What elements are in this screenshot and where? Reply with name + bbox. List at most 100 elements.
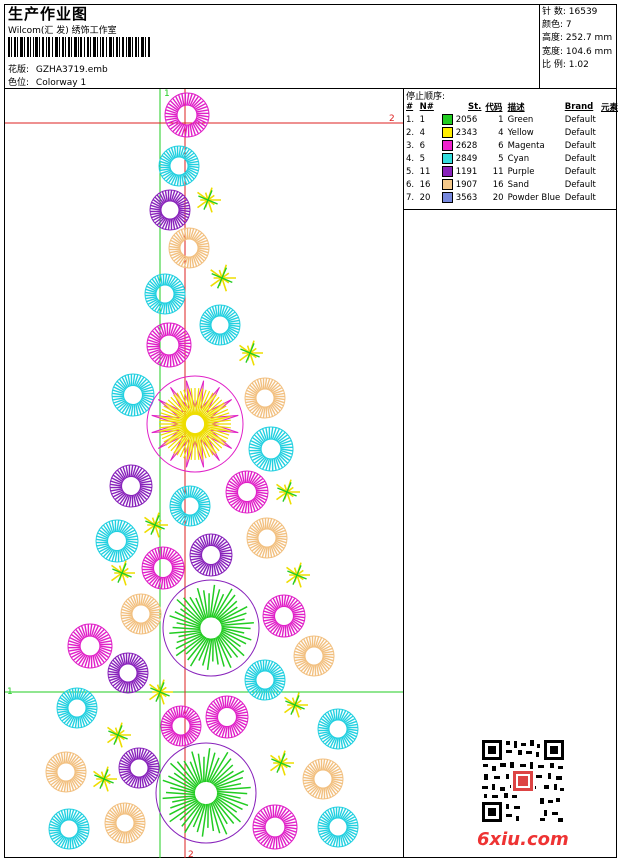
stitch-count: 1907 [455, 180, 478, 190]
stat-scale: 比 例: 1.02 [542, 59, 589, 70]
stitch-count: 2849 [455, 154, 478, 164]
stitch-count: 2056 [455, 115, 478, 125]
embroidery-star-motif [284, 692, 308, 718]
embroidery-ring-motif [244, 659, 286, 701]
embroidery-ring-motif [111, 373, 155, 417]
stop-element [599, 126, 620, 139]
embroidery-ring-motif [56, 687, 98, 729]
embroidery-star-motif [144, 512, 168, 538]
col-index: # [406, 102, 414, 112]
stop-needle: 20 [419, 192, 431, 203]
design-name-row: 花版: GZHA3719.emb [8, 62, 108, 75]
design-stats: 针 数: 16539 颜色: 7 高度: 252.7 mm 宽度: 104.6 … [542, 6, 612, 72]
stop-sequence-table: # N# St. 代码 描述 Brand 元素 1. 1 2056 1 Green Def… [404, 101, 620, 204]
stop-stitches: 1191 [440, 165, 484, 178]
stop-needle: 16 [419, 179, 431, 190]
stop-code: 20 [492, 192, 504, 203]
embroidery-star-motif [286, 562, 310, 588]
colorway-label: 色位: [8, 78, 30, 88]
stat-stitches: 针 数: 16539 [542, 7, 598, 17]
stop-index: 3. [406, 140, 415, 151]
stop-table-divider [403, 209, 617, 210]
color-swatch [441, 192, 453, 203]
stop-needle: 11 [419, 166, 431, 177]
col-stitches: St. [467, 102, 482, 112]
embroidery-ring-motif [164, 92, 210, 138]
design-name-label: 花版: [8, 65, 30, 75]
color-swatch [441, 179, 453, 190]
embroidery-ring-motif [248, 426, 294, 472]
embroidery-star-motif [210, 264, 236, 292]
stop-element [599, 178, 620, 191]
stop-brand: Default [564, 179, 596, 190]
page-title: 生产作业图 [8, 5, 89, 23]
embroidery-ring-motif [149, 189, 191, 231]
embroidery-star-motif [93, 766, 117, 792]
embroidery-ring-motif [199, 304, 241, 346]
stop-code: 6 [498, 140, 504, 151]
stop-element [599, 191, 620, 204]
embroidery-ring-motif [169, 485, 211, 527]
stop-description: Purple [507, 166, 535, 177]
embroidery-ring-motif [244, 377, 286, 419]
col-needle: N# [419, 102, 434, 112]
stop-description: Powder Blue [507, 192, 561, 203]
header-divider [4, 88, 617, 89]
embroidery-ring-motif [48, 808, 90, 850]
embroidery-ring-motif [67, 623, 113, 669]
embroidery-ring-motif [118, 747, 160, 789]
stop-row: 2. 4 2343 4 Yellow Default [404, 126, 620, 139]
embroidery-ring-motif [141, 546, 185, 590]
stop-row: 7. 20 3563 20 Powder Blue Default [404, 191, 620, 204]
stop-needle: 4 [419, 127, 426, 138]
design-name-value: GZHA3719.emb [35, 65, 108, 75]
embroidery-ring-motif [189, 533, 233, 577]
guide-label-1-left: 1 [7, 687, 13, 697]
stop-needle: 5 [419, 153, 426, 164]
stop-row: 1. 1 2056 1 Green Default [404, 113, 620, 126]
stop-element [599, 152, 620, 165]
color-swatch [441, 166, 453, 177]
studio-subtitle: Wilcom(汇 发) 绣饰工作室 [8, 26, 117, 36]
embroidery-ring-motif [160, 705, 202, 747]
embroidery-ring-motif [246, 517, 288, 559]
colorway-value: Colorway 1 [35, 78, 87, 88]
stop-description: Green [507, 114, 534, 125]
embroidery-ring-motif [262, 594, 306, 638]
stop-brand: Default [564, 192, 596, 203]
stop-index: 5. [406, 166, 415, 177]
embroidery-burst-motif-upper [162, 579, 260, 677]
stop-code: 16 [492, 179, 504, 190]
stop-index: 1. [406, 114, 415, 125]
embroidery-ring-motif [168, 227, 210, 269]
guide-label-1-top: 1 [164, 89, 170, 99]
stop-code: 5 [498, 153, 504, 164]
stop-row: 4. 5 2849 5 Cyan Default [404, 152, 620, 165]
stop-brand: Default [564, 140, 596, 151]
embroidery-ring-motif [144, 273, 186, 315]
embroidery-ring-motif [104, 802, 146, 844]
stop-element [599, 113, 620, 126]
embroidery-star-motif [197, 187, 221, 213]
embroidery-ring-motif [158, 145, 200, 187]
embroidery-star-motif [149, 679, 173, 705]
stitch-count: 2343 [455, 128, 478, 138]
stop-stitches: 2628 [440, 139, 484, 152]
stat-width: 宽度: 104.6 mm [542, 46, 613, 57]
stop-description: Magenta [507, 140, 545, 151]
embroidery-ring-motif [45, 751, 87, 793]
color-swatch [441, 153, 453, 164]
panel-divider [403, 88, 404, 858]
qr-code [480, 738, 566, 824]
stitch-count: 3563 [455, 193, 478, 203]
stop-stitches: 2343 [440, 126, 484, 139]
guide-label-2-right: 2 [389, 114, 395, 124]
stop-index: 4. [406, 153, 415, 164]
stat-height: 高度: 252.7 mm [542, 33, 613, 44]
embroidery-ring-motif [225, 470, 269, 514]
stop-sequence-title: 停止顺序: [406, 92, 446, 102]
stitch-count: 2628 [455, 141, 478, 151]
watermark-site: 6xiu.com [477, 829, 569, 850]
stat-colors: 颜色: 7 [542, 20, 572, 31]
stop-description: Cyan [507, 153, 530, 164]
